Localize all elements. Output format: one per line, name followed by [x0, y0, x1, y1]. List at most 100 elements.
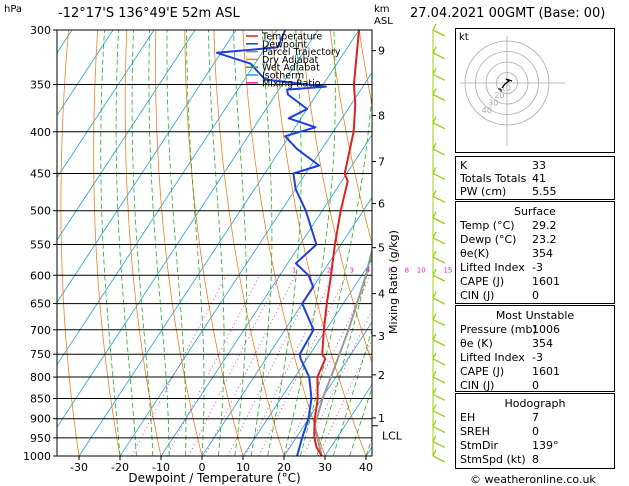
hodograph-ring-label: 10	[501, 84, 511, 93]
mixing-ratio-label: 3	[349, 266, 353, 274]
dry-adiabat-line	[213, 30, 285, 456]
mixing-ratio-label: 1	[292, 266, 296, 274]
most-unstable-row: Lifted Index -3	[456, 352, 614, 363]
mixing-ratio-label: 8	[405, 266, 409, 274]
wind-barb	[432, 67, 446, 81]
wind-barb	[432, 449, 446, 463]
surface-value: 354	[532, 247, 553, 260]
wind-barb	[432, 250, 446, 264]
wet-adiabat-line	[131, 30, 154, 456]
wind-barb	[432, 231, 446, 245]
x-axis-label: Dewpoint / Temperature (°C)	[128, 471, 300, 485]
isotherm-line	[57, 30, 155, 179]
most-unstable-label: Lifted Index	[460, 351, 525, 364]
pressure-tick-label: 550	[30, 238, 51, 251]
most-unstable-value: 354	[532, 337, 553, 350]
pressure-tick-label: 1000	[23, 450, 51, 463]
index-value: 33	[532, 159, 546, 172]
legend-label: Dry Adiabat	[262, 55, 319, 66]
isotherm-line	[57, 30, 319, 428]
legend-label: Temperature	[261, 32, 322, 43]
wind-barb	[432, 116, 446, 130]
most-unstable-label: CIN (J)	[460, 379, 495, 392]
wind-barb	[432, 352, 446, 366]
altitude-tick-label: 7	[378, 155, 385, 168]
surface-value: -3	[532, 261, 543, 274]
wind-barb	[432, 46, 446, 60]
most-unstable-row: CAPE (J) 1601	[456, 366, 614, 377]
wet-adiabat-line	[186, 30, 205, 456]
surface-label: θe(K)	[460, 247, 490, 260]
legend-label: Dewpoint	[262, 39, 307, 50]
legend-label: Parcel Trajectory	[262, 47, 341, 58]
mixing-ratio-label: 10	[417, 266, 426, 274]
index-row: PW (cm) 5.55	[456, 186, 614, 197]
most-unstable-value: 0	[532, 379, 539, 392]
index-row: K 33	[456, 160, 614, 171]
surface-row: CAPE (J) 1601	[456, 276, 614, 287]
wet-adiabat-line	[148, 30, 170, 456]
parcel-trajectory	[313, 246, 372, 456]
surface-row: Temp (°C) 29.2	[456, 220, 614, 231]
wind-barb	[432, 313, 446, 327]
surface-value: 1601	[532, 275, 560, 288]
hodograph-stat-row: SREH 0	[456, 426, 614, 437]
hodograph-unit-label: kt	[459, 32, 469, 43]
dry-adiabat-line	[60, 30, 80, 456]
altitude-tick-label: 1	[378, 412, 385, 425]
temperature-profile	[313, 30, 360, 456]
pressure-tick-label: 650	[30, 298, 51, 311]
km-axis-unit: km	[374, 4, 390, 15]
wind-barb	[432, 404, 446, 418]
most-unstable-row: θe (K) 354	[456, 338, 614, 349]
isotherm-line	[57, 30, 237, 304]
wind-barb	[432, 167, 446, 181]
legend-label: Wet Adiabat	[262, 63, 320, 74]
surface-value: 0	[532, 289, 539, 302]
hodograph-stat-row: StmSpd (kt) 8	[456, 454, 614, 465]
dry-adiabat-line	[329, 30, 372, 245]
hodograph-stat-value: 8	[532, 453, 539, 466]
surface-row: CIN (J) 0	[456, 290, 614, 301]
hodograph-stat-value: 7	[532, 411, 539, 424]
asl-axis-unit: ASL	[374, 16, 393, 27]
hpa-axis-unit: hPa	[4, 4, 23, 15]
dewpoint-profile	[215, 30, 327, 456]
hodograph-stat-row: EH 7	[456, 412, 614, 423]
surface-title: Surface	[514, 205, 556, 218]
index-row: Totals Totals 41	[456, 173, 614, 184]
index-label: K	[460, 159, 468, 172]
dry-adiabat-line	[242, 30, 326, 456]
most-unstable-value: 1006	[532, 323, 560, 336]
wet-adiabat-line	[166, 30, 187, 456]
wet-adiabat-line	[208, 30, 225, 456]
hodograph-stat-label: EH	[460, 411, 476, 424]
temperature-tick-label: 40	[359, 461, 373, 474]
surface-value: 23.2	[532, 233, 557, 246]
wind-barb	[432, 268, 446, 282]
wet-adiabat-line	[100, 30, 121, 456]
wet-adiabat-line	[316, 253, 372, 456]
altitude-tick-label: 2	[378, 369, 385, 382]
copyright: © weatheronline.co.uk	[470, 473, 596, 486]
pressure-tick-label: 500	[30, 205, 51, 218]
most-unstable-row: CIN (J) 0	[456, 380, 614, 391]
altitude-tick-label: 9	[378, 45, 385, 58]
wind-barb	[432, 420, 446, 434]
hodograph-ring-label: 20	[494, 91, 504, 100]
wind-barb	[432, 23, 446, 37]
hodograph-trace	[501, 78, 513, 89]
pressure-tick-label: 350	[30, 79, 51, 92]
mixing-ratio-label: 6	[388, 266, 393, 274]
station-location: -12°17'S 136°49'E 52m ASL	[58, 6, 240, 21]
most-unstable-row: Pressure (mb) 1006	[456, 324, 614, 335]
surface-label: Temp (°C)	[460, 219, 515, 232]
mixing-ratio-line	[204, 275, 296, 456]
mixing-ratio-line	[188, 275, 281, 456]
hodograph-stat-value: 0	[532, 425, 539, 438]
temperature-tick-label: 20	[277, 461, 291, 474]
pressure-tick-label: 950	[30, 432, 51, 445]
surface-row: θe(K) 354	[456, 248, 614, 259]
hodograph-stat-label: StmDir	[460, 439, 499, 452]
